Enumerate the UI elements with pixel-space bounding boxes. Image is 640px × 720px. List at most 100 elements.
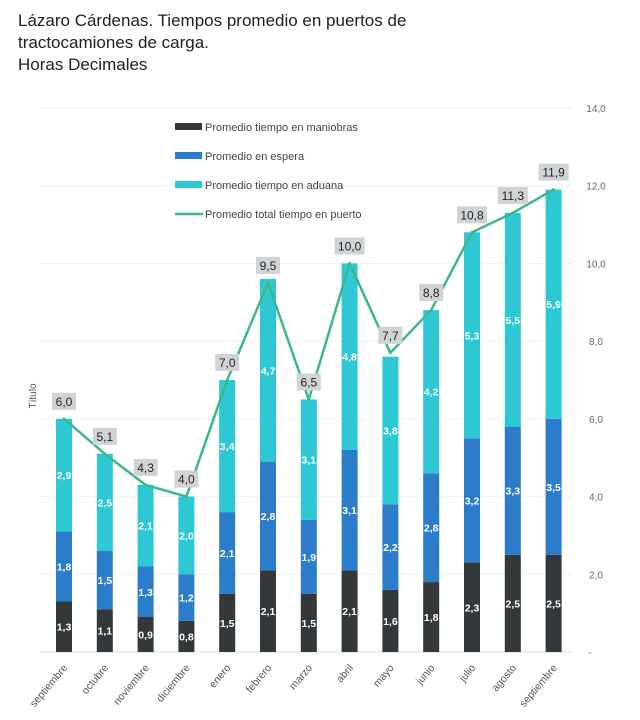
bar-segment <box>504 212 521 427</box>
x-tick-label: enero <box>207 662 234 690</box>
bar-segment <box>260 461 276 571</box>
x-tick-label: marzo <box>287 662 315 692</box>
segment-label: 2,8 <box>424 523 439 535</box>
total-label-box <box>296 373 321 391</box>
segment-label: 2,2 <box>383 542 398 554</box>
total-label: 5,1 <box>96 430 113 444</box>
total-label: 7,7 <box>382 329 399 343</box>
bar-segment <box>300 399 317 520</box>
y-tick-label: 14,0 <box>586 104 606 115</box>
bar-segment <box>56 418 72 532</box>
bars <box>56 189 562 652</box>
line-point <box>388 351 392 355</box>
bar-segment <box>545 418 562 555</box>
total-label: 4,0 <box>178 473 195 487</box>
y-tick-label: 6,0 <box>589 415 603 426</box>
bar-segment <box>178 574 195 621</box>
total-label: 10,0 <box>338 239 362 253</box>
segment-label: 2,3 <box>465 602 480 614</box>
line-point <box>144 483 148 487</box>
segment-label: 3,4 <box>220 441 235 453</box>
total-label-box <box>256 256 280 274</box>
line-point <box>307 397 311 401</box>
bar-segment <box>178 496 195 575</box>
total-label: 9,5 <box>260 259 277 273</box>
segment-label: 2,5 <box>505 598 520 610</box>
bar-segment <box>423 473 440 583</box>
y-tick-label: 8,0 <box>589 337 603 348</box>
segment-label: 1,8 <box>57 562 72 574</box>
bar-segment <box>219 593 236 652</box>
x-tick-label: abril <box>334 662 356 685</box>
total-label: 8,8 <box>423 286 440 300</box>
x-tick-label: diciembre <box>154 662 193 705</box>
segment-label: 1,5 <box>301 618 316 630</box>
bar-segment <box>300 593 317 652</box>
legend-label: Promedio total tiempo en puerto <box>205 209 362 221</box>
segment-label: 1,1 <box>97 626 112 638</box>
line-point <box>184 495 188 499</box>
x-tick-label: febrero <box>244 662 275 695</box>
total-label-box <box>215 354 240 371</box>
line-point <box>348 261 352 265</box>
segment-labels: 1,3 1,8 2,9 1,1 1,5 2,5 0,9 1,3 2,1 0,8 1,2 2,0 1,5 2… <box>57 299 561 643</box>
legend-label: Promedio en espera <box>205 151 305 163</box>
bar-segment <box>382 356 399 505</box>
bar-segment <box>464 232 480 439</box>
bar-segment <box>137 484 154 567</box>
legend-label: Promedio tiempo en aduana <box>205 180 344 192</box>
segment-label: 1,5 <box>97 575 112 587</box>
segment-label: 4,7 <box>261 365 276 377</box>
segment-label: 2,1 <box>220 548 235 560</box>
x-tick-label: septiembre <box>517 662 560 710</box>
segment-label: 1,8 <box>424 612 439 624</box>
segment-label: 2,9 <box>57 470 72 482</box>
y-axis: - 2,0 4,0 6,0 8,0 10,0 12,0 14,0 <box>586 104 606 659</box>
bar-segment <box>464 562 480 652</box>
total-label: 11,9 <box>542 166 565 180</box>
bar-segment <box>219 512 236 594</box>
segment-label: 4,2 <box>424 387 439 399</box>
line-point <box>511 211 515 215</box>
total-labels: 6,0 5,1 4,3 4,0 7,0 9,5 6,5 10,0 7,7 8,8 10,8 11,3 1… <box>52 163 569 488</box>
total-label: 10,8 <box>460 208 484 222</box>
x-tick-label: septiembre <box>28 662 71 710</box>
segment-label: 2,0 <box>179 530 194 542</box>
total-label-box <box>174 470 199 488</box>
segment-label: 0,8 <box>179 631 194 643</box>
bar-segment <box>178 620 195 652</box>
line-point <box>266 281 270 285</box>
segment-label: 3,3 <box>505 486 520 498</box>
title-line-3: Horas Decimales <box>18 55 148 74</box>
total-label-box <box>538 163 569 181</box>
segment-label: 2,1 <box>261 606 276 618</box>
segment-label: 5,5 <box>505 315 520 327</box>
y-tick-label: 10,0 <box>586 259 606 270</box>
total-label-box <box>133 458 158 476</box>
bar-segment <box>56 531 72 602</box>
legend-swatch <box>175 123 202 130</box>
segment-label: 1,9 <box>301 552 316 564</box>
y-tick-label: 4,0 <box>589 493 603 504</box>
segment-label: 3,8 <box>383 426 398 438</box>
line-point <box>552 188 556 192</box>
segment-label: 2,5 <box>97 497 112 509</box>
segment-label: 1,5 <box>220 618 235 630</box>
segment-label: 1,3 <box>138 587 153 599</box>
y-axis-title: Título <box>28 383 39 408</box>
total-label: 7,0 <box>219 356 236 370</box>
x-tick-label: noviembre <box>111 662 152 707</box>
total-line <box>62 188 556 499</box>
y-tick-label: 2,0 <box>589 570 603 581</box>
x-tick-label: agosto <box>490 662 520 694</box>
segment-label: 2,1 <box>138 521 153 533</box>
segment-label: 2,1 <box>342 606 357 618</box>
bar-segment <box>219 380 236 513</box>
x-tick-label: octubre <box>79 662 111 697</box>
total-label-box <box>457 206 487 224</box>
legend: Promedio tiempo en maniobras Promedio en … <box>175 122 362 221</box>
total-label: 4,3 <box>137 461 154 475</box>
segment-label: 3,1 <box>301 455 316 467</box>
x-tick-label: julio <box>456 662 478 685</box>
